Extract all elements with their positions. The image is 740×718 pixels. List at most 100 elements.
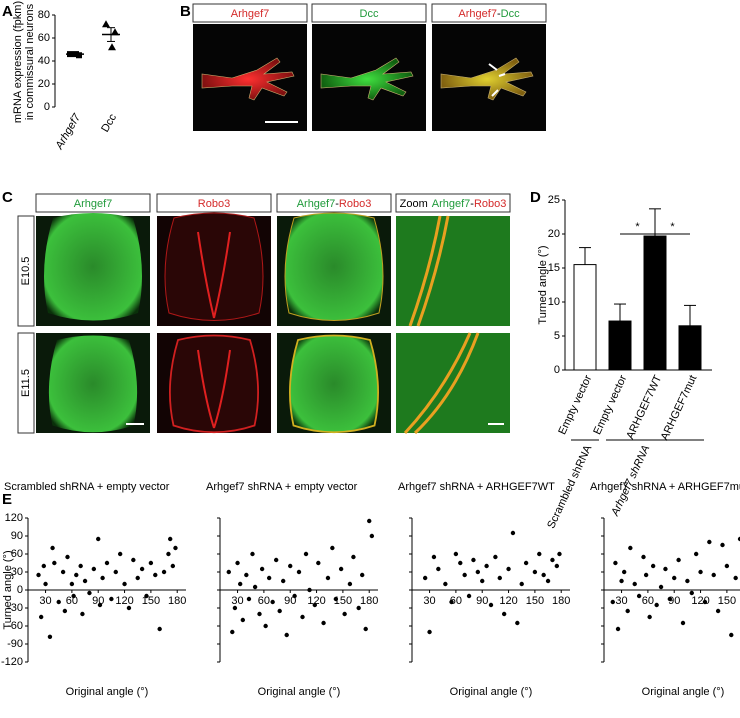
point — [62, 608, 68, 614]
point — [277, 608, 282, 614]
header-part: Dcc — [501, 8, 520, 20]
y-tick-label: 90 — [11, 530, 23, 542]
point — [65, 554, 70, 560]
point — [625, 608, 630, 614]
x-tick-label: 150 — [526, 595, 544, 607]
point — [519, 581, 524, 587]
point — [240, 617, 246, 623]
point — [632, 581, 637, 587]
point — [307, 587, 312, 593]
point — [356, 605, 361, 611]
point — [157, 626, 162, 632]
point — [621, 569, 627, 575]
point — [453, 551, 459, 557]
y-tick-label: 60 — [38, 32, 50, 44]
panel-b-images — [193, 24, 546, 131]
point — [680, 620, 686, 626]
point — [613, 560, 618, 566]
point — [226, 569, 231, 575]
y-tick-label: 60 — [11, 548, 23, 560]
point — [733, 575, 738, 581]
spinal-cord — [168, 334, 260, 434]
header-part: Arhgef7 — [432, 198, 471, 210]
header-label: Robo3 — [198, 198, 230, 210]
header-label: Arhgef7 — [231, 8, 270, 20]
point — [515, 620, 520, 626]
point — [643, 572, 649, 578]
point — [672, 575, 677, 581]
x-tick-label: 30 — [423, 595, 435, 607]
point — [270, 599, 275, 605]
point — [458, 560, 463, 566]
y-axis-label: mRNA expression (fpkm) — [12, 1, 24, 123]
bar — [573, 264, 597, 371]
point — [230, 629, 235, 635]
x-tick-label: 150 — [334, 595, 352, 607]
x-tick-label: 150 — [718, 595, 736, 607]
point — [257, 611, 262, 617]
spinal-cord — [44, 213, 142, 321]
point — [161, 569, 167, 575]
header-part: - — [335, 198, 339, 210]
point — [312, 602, 317, 608]
header-part: Zoom — [400, 198, 428, 210]
bar — [608, 320, 632, 371]
point — [532, 569, 538, 575]
x-tick-label: Arhgef7 — [53, 111, 84, 152]
y-tick-label: 10 — [548, 296, 560, 308]
point — [316, 560, 321, 566]
point — [166, 551, 171, 557]
point — [550, 557, 555, 563]
x-tick-label: Empty vector — [556, 373, 594, 437]
point — [475, 569, 481, 575]
point — [139, 566, 145, 572]
point — [109, 596, 114, 602]
point — [650, 563, 656, 569]
point — [615, 626, 621, 632]
point — [47, 634, 53, 639]
point — [484, 563, 489, 569]
x-tick-label: 60 — [450, 595, 462, 607]
point — [610, 599, 615, 605]
x-tick-label: 120 — [115, 595, 133, 607]
row-label: E10.5 — [20, 257, 32, 286]
point — [427, 629, 432, 635]
point — [303, 551, 309, 557]
point — [510, 530, 516, 536]
y-tick-label: -60 — [7, 620, 23, 632]
y-axis-label: Turned angle (°) — [2, 550, 14, 629]
x-tick-label: 180 — [360, 595, 378, 607]
point — [676, 557, 681, 563]
point — [284, 632, 289, 638]
chart-title: Arhgef7 shRNA + empty vector — [206, 481, 358, 493]
y-axis-label: in commissural neurons — [24, 3, 36, 120]
y-axis-label: Turned angle (°) — [537, 245, 549, 324]
point — [250, 551, 255, 557]
x-tick-label: 120 — [691, 595, 709, 607]
point — [38, 614, 44, 620]
point — [689, 590, 694, 596]
x-tick-label: 30 — [615, 595, 627, 607]
point — [367, 518, 372, 524]
point — [724, 563, 730, 569]
point — [493, 554, 498, 560]
panel-label: D — [530, 189, 541, 206]
bar — [678, 325, 702, 371]
point — [711, 572, 716, 578]
point — [422, 575, 428, 581]
x-tick-label: 120 — [499, 595, 517, 607]
header-part: Robo3 — [474, 198, 506, 210]
header-part: Arhgef7 — [231, 8, 270, 20]
x-tick-label: 120 — [307, 595, 325, 607]
header-part: Arhgef7 — [297, 198, 336, 210]
point — [488, 602, 494, 608]
header-part: Arhgef7 — [458, 8, 497, 20]
row-box — [17, 332, 35, 434]
header-box — [431, 3, 547, 23]
point — [52, 560, 57, 566]
point — [342, 611, 347, 617]
point — [50, 545, 55, 551]
point — [647, 614, 652, 620]
point — [235, 560, 240, 566]
point — [431, 554, 437, 560]
